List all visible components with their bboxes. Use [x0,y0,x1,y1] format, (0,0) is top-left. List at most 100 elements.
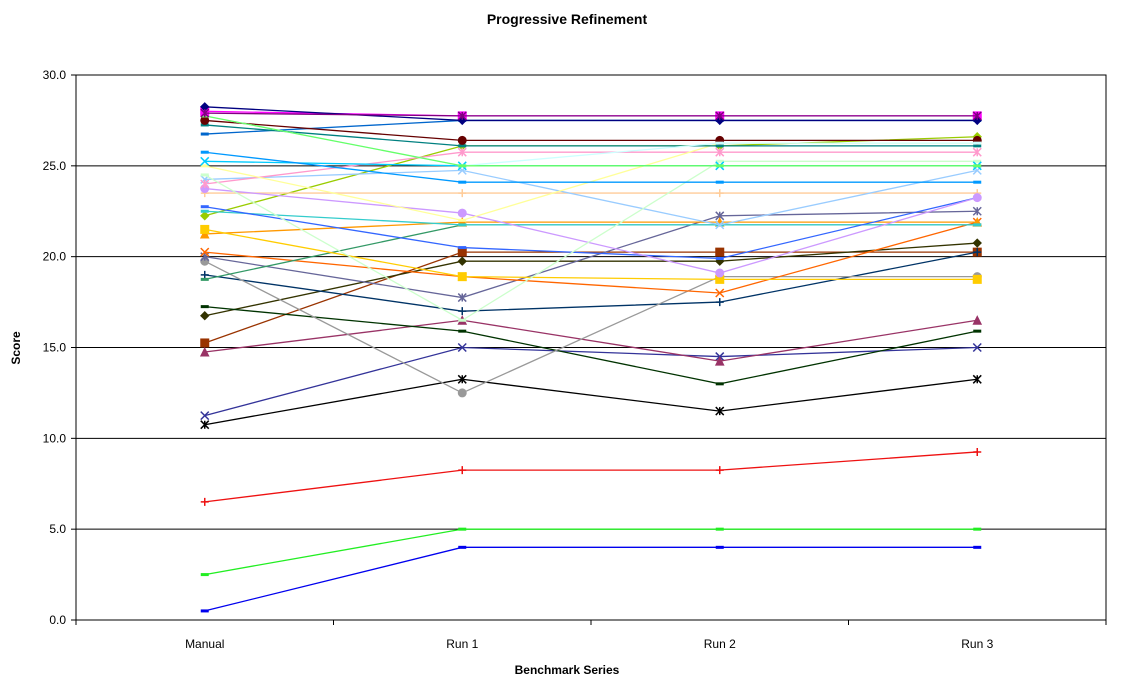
series-line [204,528,978,576]
data-point [200,420,210,430]
series-line [204,160,978,322]
series-line [204,319,978,362]
data-point [972,193,982,203]
series-33 [200,106,982,121]
data-point [200,156,210,166]
data-point [973,144,982,148]
series-line [204,305,978,385]
data-point [199,346,210,357]
data-point [715,180,724,184]
data-point [714,356,725,366]
data-point [715,220,725,230]
axes [71,74,1107,625]
data-point [458,545,467,549]
data-point [972,206,982,216]
y-tick-label: 25.0 [43,159,67,173]
data-point [200,150,209,154]
data-point [715,256,724,260]
chart-title: Progressive Refinement [487,11,648,27]
data-point [200,173,209,177]
data-point [458,189,467,198]
data-point [457,208,467,218]
series-line [204,210,978,226]
series-line [204,136,978,217]
data-point [458,218,467,222]
data-point [973,248,982,257]
series-line [204,187,978,274]
data-point [973,223,982,227]
data-point [715,247,725,257]
data-point [200,132,209,136]
series-13 [200,217,982,298]
data-point [715,164,724,168]
data-point [715,527,724,531]
data-point [973,447,982,456]
tick-labels: 0.0 5.0 10.0 15.0 20.0 25.0 30.0 Manual Run 1 Run… [43,68,994,651]
x-tick-label: Manual [185,637,224,651]
data-point [457,135,467,145]
data-point [200,108,210,118]
data-point [973,329,982,333]
series-10 [200,248,982,316]
data-point [715,189,724,198]
series-line [204,119,978,142]
series-line [204,228,978,281]
data-point [457,293,467,303]
data-point [458,466,467,475]
data-point [457,111,467,121]
x-tick-label: Run 1 [446,637,478,651]
data-point [972,315,983,325]
data-point [200,205,209,209]
data-point [973,545,982,549]
data-point [715,144,724,148]
data-point [199,228,210,239]
data-point [715,147,725,157]
data-point [458,318,467,322]
data-point [972,238,982,248]
series-line [204,242,978,317]
data-point [715,159,724,163]
data-point [715,466,724,475]
data-point [972,111,982,121]
series-line [204,346,978,417]
y-tick-label: 0.0 [49,613,66,627]
series-4 [200,374,982,430]
data-point [200,123,209,127]
series-line [204,112,978,117]
data-point [972,374,982,384]
series-27 [200,150,982,184]
data-point [200,115,210,125]
series-line [204,119,978,135]
data-point [200,224,210,234]
data-point [972,342,982,353]
series-line [204,151,978,185]
series-line [204,106,978,122]
series-line [204,546,978,612]
series-26 [200,156,982,171]
series-line [204,115,978,167]
data-point [200,311,210,321]
data-point [715,111,725,121]
data-point [458,246,467,250]
data-point [457,374,467,384]
series-2 [200,527,982,577]
data-point [458,164,467,168]
data-point [973,159,982,163]
series-line [204,221,978,294]
data-point [715,382,724,386]
series-line [204,151,978,183]
data-point [200,209,209,213]
data-point [200,179,210,189]
data-point [458,223,467,227]
series-line [204,378,978,426]
series-line [204,260,978,394]
series-12 [200,206,982,303]
data-point [972,147,982,157]
y-tick-label: 30.0 [43,68,67,82]
data-point [200,305,209,309]
series-1 [200,545,982,613]
series-9 [200,305,982,386]
data-point [457,272,467,282]
data-point [715,288,725,298]
